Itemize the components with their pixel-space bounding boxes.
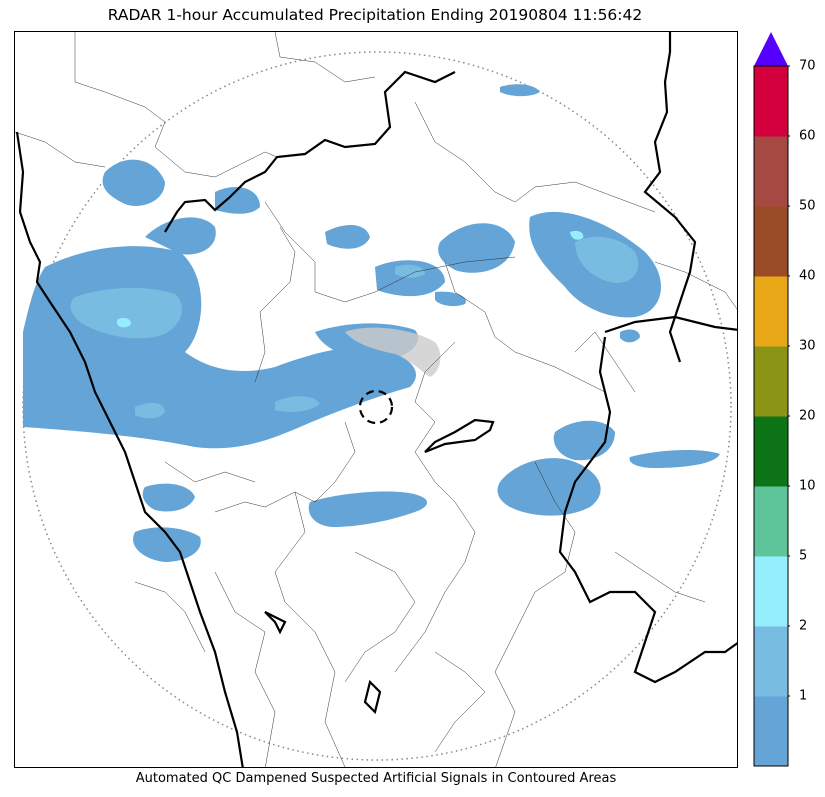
colorbar-tick-label: 50 — [799, 198, 816, 214]
colorbar-tick-label: 70 — [799, 58, 816, 74]
colorbar-segment — [754, 696, 788, 767]
map-canvas — [15, 32, 737, 767]
colorbar-segment — [754, 66, 788, 137]
colorbar-segment — [754, 136, 788, 207]
colorbar-segment — [754, 626, 788, 697]
colorbar-tick-label: 20 — [799, 408, 816, 424]
colorbar-graphic — [753, 32, 790, 767]
colorbar-tick-label: 1 — [799, 688, 808, 704]
precipitation-medium-layer — [70, 236, 639, 419]
colorbar-segment — [754, 276, 788, 347]
radar-range-ring — [22, 51, 732, 761]
colorbar-segment — [754, 206, 788, 277]
colorbar-tick-label: 10 — [799, 478, 816, 494]
colorbar — [752, 30, 790, 770]
map-title: RADAR 1-hour Accumulated Precipitation E… — [107, 6, 643, 24]
colorbar-tick-label: 5 — [799, 548, 808, 564]
precipitation-high-layer — [117, 230, 584, 328]
colorbar-segment — [754, 346, 788, 417]
district-boundaries — [15, 32, 737, 767]
colorbar-segment — [754, 416, 788, 487]
colorbar-segment — [754, 486, 788, 557]
qc-dampened-area — [345, 327, 441, 377]
state-boundaries — [15, 32, 737, 767]
qc-footnote: Automated QC Dampened Suspected Artifici… — [135, 771, 617, 786]
colorbar-segment — [754, 556, 788, 627]
colorbar-tick-label: 30 — [799, 338, 816, 354]
radar-map[interactable] — [14, 31, 738, 768]
radar-site-marker — [358, 389, 394, 425]
colorbar-tick-label: 2 — [799, 618, 808, 634]
colorbar-tick-label: 40 — [799, 268, 816, 284]
colorbar-tick-label: 60 — [799, 128, 816, 144]
colorbar-extend-arrow — [754, 32, 788, 66]
